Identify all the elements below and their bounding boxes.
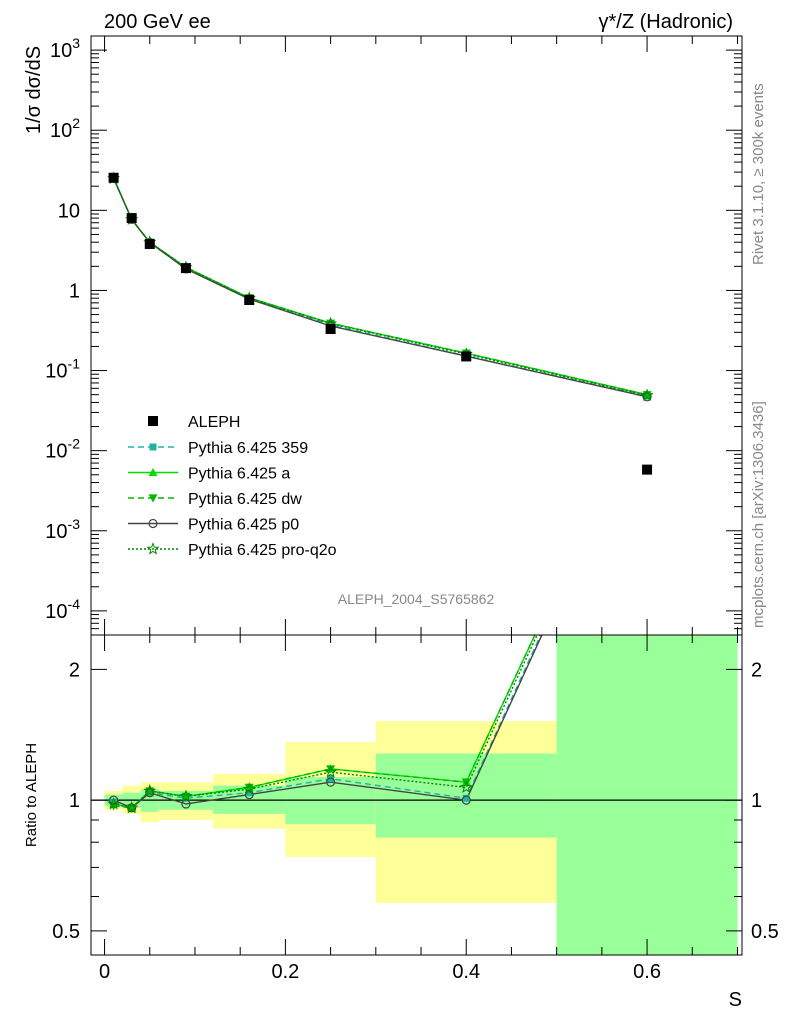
- ratio-plot-frame: [90, 634, 743, 956]
- data-point-aleph: [244, 294, 255, 305]
- ratio-point-3: [145, 788, 155, 798]
- data-point-aleph: [325, 324, 336, 335]
- ratio-point-0: [245, 789, 253, 797]
- ratio-point-0: [327, 775, 335, 783]
- legend-label-1: Pythia 6.425 a: [188, 466, 290, 483]
- ratio-point-4: [143, 784, 157, 797]
- legend-marker-2: [148, 494, 158, 503]
- legend-item-1: Pythia 6.425 a: [128, 466, 290, 483]
- x-axis: 0 0.2 0.4 0.6: [99, 635, 738, 983]
- main-y-tick-label: 10: [58, 200, 80, 222]
- main-y-tick-label-exponent: 2: [72, 115, 80, 131]
- ratio-y-tick-label: 0.5: [52, 921, 80, 943]
- main-y-tick-label: 102: [50, 115, 80, 142]
- legend-item-aleph: ALEPH: [148, 414, 240, 431]
- legend-item-4: Pythia 6.425 pro-q2o: [128, 542, 337, 559]
- legend-marker-aleph: [148, 416, 158, 426]
- ratio-point-2: [244, 783, 254, 792]
- main-y-axis-label: 1/σ dσ/dS: [23, 46, 45, 134]
- data-point-aleph: [144, 238, 155, 249]
- main-y-tick-label-base: 10: [45, 361, 67, 383]
- ratio-point-4: [125, 800, 139, 814]
- legend-marker-4: [146, 542, 160, 555]
- ratio-line-4: [113, 635, 538, 809]
- analysis-id-label: ALEPH_2004_S5765862: [338, 591, 495, 607]
- ratio-point-4: [107, 797, 121, 810]
- main-y-tick-label: 1: [69, 280, 80, 302]
- legend-label-aleph: ALEPH: [188, 414, 240, 431]
- ratio-clipped-group: [91, 635, 742, 814]
- main-y-tick-label-exponent: -4: [68, 596, 81, 612]
- legend-item-3: Pythia 6.425 p0: [128, 517, 299, 534]
- data-point-aleph: [461, 351, 472, 362]
- main-y-tick-label-base: 10: [45, 521, 67, 543]
- ratio-point-4: [242, 782, 256, 795]
- ratio-y-axis: 0.5 0.5 1 1 2 2: [52, 659, 779, 942]
- rivet-version-label: Rivet 3.1.10, ≥ 300k events: [750, 83, 767, 265]
- main-y-tick-label: 10-1: [45, 356, 80, 383]
- legend-marker-1: [148, 468, 158, 477]
- ratio-y-tick-label-right: 2: [751, 659, 762, 681]
- main-y-tick-label: 10-3: [45, 516, 80, 543]
- series-point-3: [642, 392, 652, 402]
- legend-label-4: Pythia 6.425 pro-q2o: [188, 542, 337, 559]
- header-left-label: 200 GeV ee: [104, 11, 211, 33]
- legend-label-3: Pythia 6.425 p0: [188, 517, 299, 534]
- ratio-y-tick-label: 2: [69, 659, 80, 681]
- ratio-y-tick-label: 1: [69, 790, 80, 812]
- main-y-tick-label-exponent: -2: [68, 436, 81, 452]
- ratio-plot-marks: [91, 635, 742, 814]
- x-tick-label: 0.2: [271, 961, 299, 983]
- ratio-point-3: [181, 799, 191, 809]
- ratio-band-green: [556, 635, 738, 955]
- main-y-tick-label-exponent: -1: [68, 356, 81, 372]
- legend-item-0: Pythia 6.425 359: [128, 440, 308, 457]
- legend-series-group: Pythia 6.425 359 Pythia 6.425 a Pythia 6.4…: [128, 440, 337, 559]
- legend-label-0: Pythia 6.425 359: [188, 440, 308, 457]
- ratio-point-4: [459, 780, 473, 793]
- ratio-point-3: [127, 803, 137, 813]
- main-y-tick-label-base: 10: [50, 120, 72, 142]
- legend-item-2: Pythia 6.425 dw: [128, 491, 302, 508]
- ratio-point-4: [179, 789, 193, 803]
- ratio-uncertainty-bands: [104, 635, 738, 955]
- ratio-y-tick-label-right: 0.5: [751, 921, 779, 943]
- legend-marker-0: [149, 443, 157, 451]
- series-point-4: [640, 388, 654, 401]
- ratio-plot-panel: 0.5 0.5 1 1 2 2 0 0.2 0.4 0.6 Ratio to ALEPH S: [23, 634, 779, 1011]
- main-y-tick-label-exponent: 3: [72, 35, 80, 51]
- x-axis-label: S: [729, 989, 742, 1011]
- header-right-label: γ*/Z (Hadronic): [599, 11, 733, 33]
- main-y-tick-label: 10-4: [45, 596, 80, 623]
- data-point-aleph: [180, 263, 191, 274]
- x-tick-label: 0.4: [452, 961, 480, 983]
- ratio-y-axis-label: Ratio to ALEPH: [23, 743, 40, 847]
- mcplots-source-label: mcplots.cern.ch [arXiv:1306.3436]: [750, 401, 767, 628]
- main-y-tick-label-base: 10: [45, 441, 67, 463]
- main-y-tick-label-base: 10: [45, 601, 67, 623]
- main-y-tick-label: 10-2: [45, 436, 80, 463]
- legend-label-2: Pythia 6.425 dw: [188, 491, 302, 508]
- ratio-point-2: [326, 765, 336, 774]
- x-tick-label: 0.6: [633, 961, 661, 983]
- data-point-aleph: [126, 213, 137, 224]
- ratio-point-4: [324, 765, 338, 778]
- legend-marker-3: [148, 518, 158, 529]
- ratio-point-3: [109, 795, 119, 805]
- ratio-y-tick-label-right: 1: [751, 790, 762, 812]
- main-y-tick-label-exponent: -3: [68, 516, 81, 532]
- main-y-tick-label: 103: [50, 35, 80, 62]
- data-point-aleph: [642, 464, 653, 475]
- ratio-point-3: [461, 795, 471, 805]
- ratio-point-3: [326, 777, 336, 787]
- main-plot-marks: [107, 171, 654, 475]
- x-tick-label: 0: [99, 961, 110, 983]
- main-y-tick-label-base: 10: [50, 40, 72, 62]
- ratio-point-0: [462, 794, 470, 802]
- data-point-aleph: [108, 172, 119, 183]
